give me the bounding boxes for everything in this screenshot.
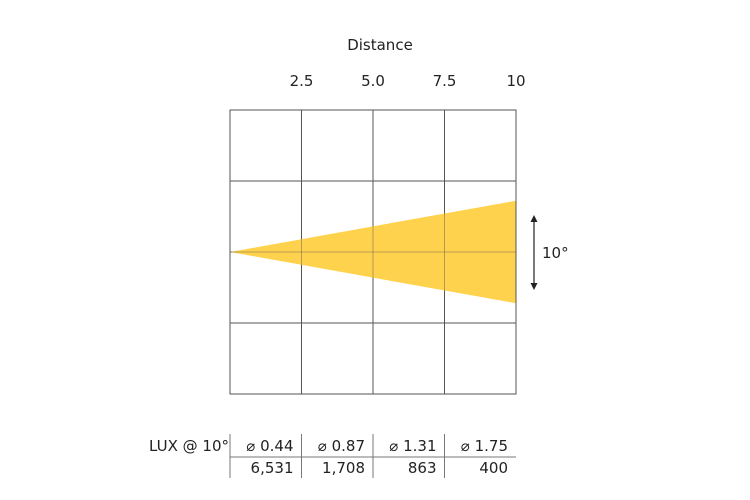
x-tick-label: 2.5	[290, 72, 314, 90]
angle-arrow-up-icon	[530, 215, 538, 222]
lux-value: 6,531	[251, 459, 294, 477]
x-axis-ticks: 2.5 5.0 7.5 10	[290, 72, 526, 90]
lux-table: LUX @ 10° ⌀ 0.44 ⌀ 0.87 ⌀ 1.31 ⌀ 1.75 6,531 1…	[149, 434, 516, 478]
grid-overlay	[230, 110, 517, 394]
angle-indicator: 10°	[530, 215, 569, 290]
beam-angle-label: 10°	[542, 244, 569, 262]
distance-title: Distance	[347, 36, 413, 54]
x-tick-label: 7.5	[433, 72, 457, 90]
x-tick-label: 5.0	[361, 72, 385, 90]
diameter-value: ⌀ 1.75	[461, 437, 508, 455]
diameter-value: ⌀ 1.31	[389, 437, 436, 455]
lux-row-label: LUX @ 10°	[149, 437, 229, 455]
lux-table-cells: ⌀ 0.44 ⌀ 0.87 ⌀ 1.31 ⌀ 1.75 6,531 1,708 863 400	[229, 434, 516, 478]
diameter-value: ⌀ 0.87	[318, 437, 365, 455]
lux-value: 400	[479, 459, 508, 477]
angle-arrow-down-icon	[530, 283, 538, 290]
x-tick-label: 10	[506, 72, 525, 90]
lux-value: 863	[408, 459, 437, 477]
diameter-value: ⌀ 0.44	[246, 437, 293, 455]
lux-value: 1,708	[322, 459, 365, 477]
